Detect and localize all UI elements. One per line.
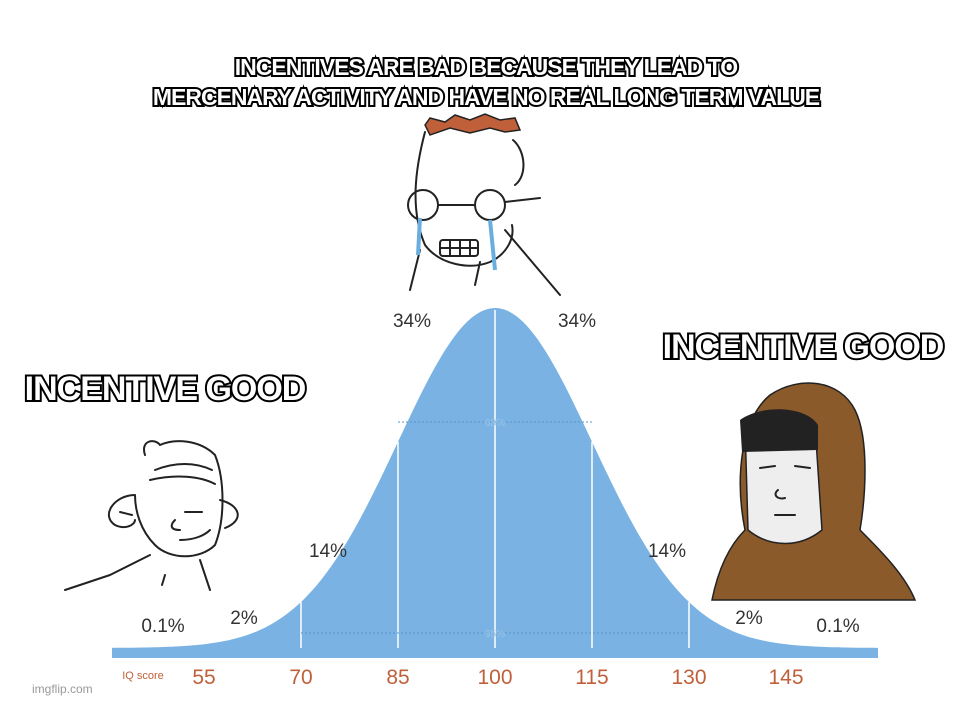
percent-label: 34%: [558, 311, 596, 332]
iq-score: 70: [289, 666, 312, 689]
percent-label: 2%: [735, 608, 763, 629]
iq-score: 100: [477, 666, 512, 689]
watermark: imgflip.com: [32, 682, 93, 696]
percent-label: 2%: [230, 608, 258, 629]
baseline-strip: [112, 648, 878, 658]
range-label: 95%: [485, 629, 505, 640]
percent-label: 0.1%: [816, 616, 859, 637]
iq-score: 55: [192, 666, 215, 689]
iq-score: 130: [671, 666, 706, 689]
top-caption-line: INCENTIVES ARE BAD BECAUSE THEY LEAD TO: [235, 54, 738, 80]
percent-label: 14%: [648, 541, 686, 562]
axis-label: IQ score: [122, 670, 164, 682]
range-label: 68%: [485, 418, 505, 429]
bell-curve: [112, 308, 878, 648]
iq-score: 115: [575, 666, 608, 689]
right-face: [711, 382, 917, 601]
nerd-face: [407, 113, 561, 296]
percent-label: 34%: [393, 311, 431, 332]
top-caption-line: MERCENARY ACTIVITY AND HAVE NO REAL LONG…: [153, 84, 820, 110]
left-caption: INCENTIVE GOOD: [25, 370, 306, 408]
iq-score: 85: [386, 666, 409, 689]
percent-label: 14%: [309, 541, 347, 562]
left-face: [64, 440, 239, 591]
percent-label: 0.1%: [141, 616, 184, 637]
right-caption: INCENTIVE GOOD: [663, 328, 944, 366]
iq-score: 145: [768, 666, 803, 689]
